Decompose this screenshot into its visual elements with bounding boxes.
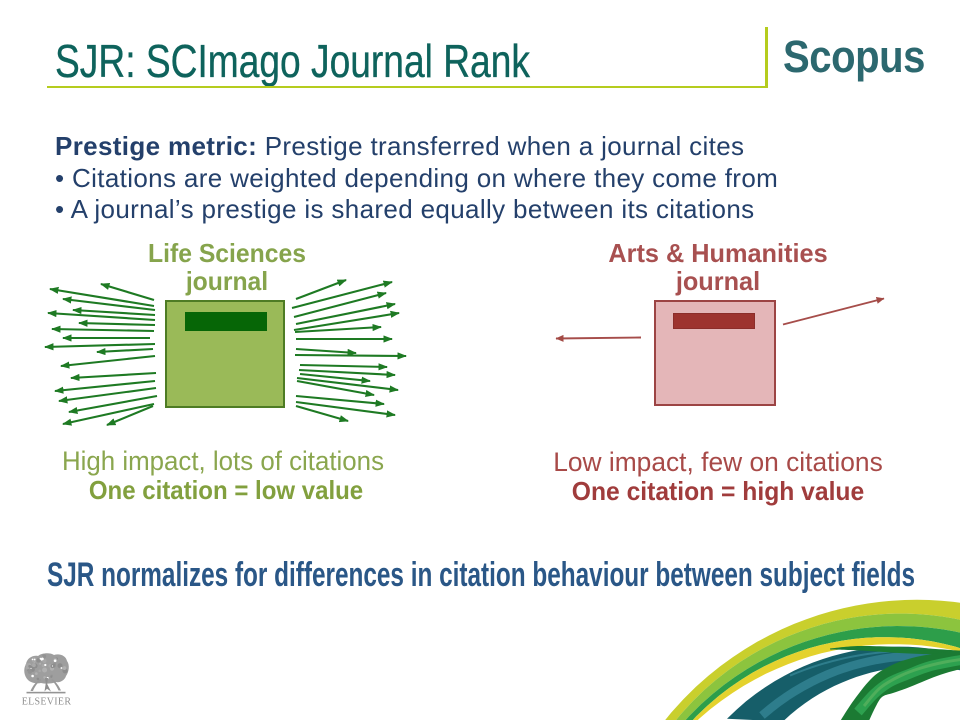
svg-text:ELSEVIER: ELSEVIER xyxy=(22,697,72,708)
